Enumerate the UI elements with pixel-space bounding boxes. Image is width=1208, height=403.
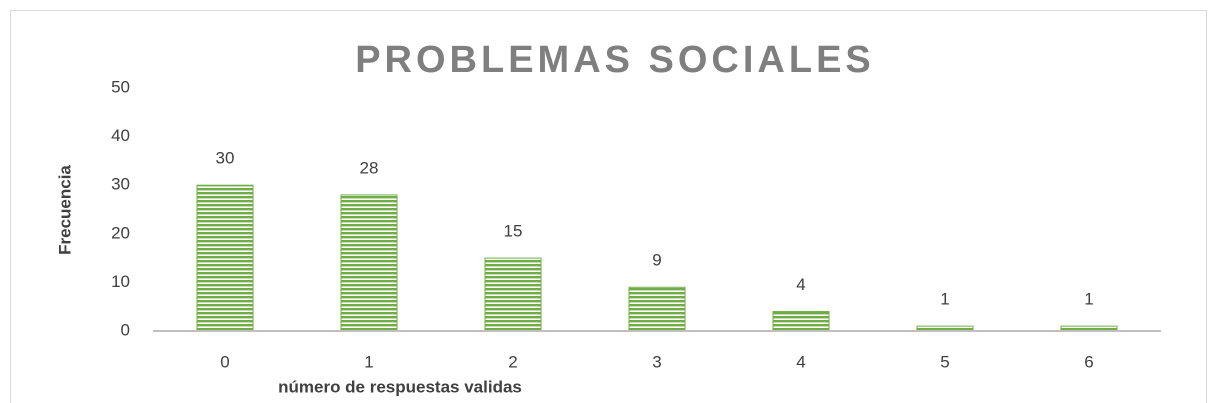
bar [340,194,398,332]
x-tick-label: 4 [796,352,805,371]
y-tick-label: 40 [111,126,130,145]
x-tick-label: 5 [940,352,949,371]
data-label: 9 [652,251,661,270]
data-label: 15 [504,222,523,241]
x-tick-label: 3 [652,352,661,371]
x-tick-label: 1 [364,352,373,371]
x-tick-label: 6 [1084,352,1093,371]
bar [196,184,254,332]
y-tick-label: 10 [111,272,130,291]
y-tick-label: 50 [111,77,130,96]
x-axis-title: número de respuestas validas [278,377,522,396]
y-axis-title: Frecuencia [55,165,74,255]
x-tick-label: 0 [220,352,229,371]
y-tick-label: 0 [121,320,130,339]
data-label: 4 [796,275,805,294]
bar [484,257,542,332]
bar [772,311,830,332]
data-label: 28 [360,158,379,177]
data-label: 30 [216,149,235,168]
chart-title: PROBLEMAS SOCIALES [355,39,875,81]
bar [628,286,686,332]
chart-border [10,10,1207,403]
y-tick-label: 20 [111,223,130,242]
y-tick-label: 30 [111,175,130,194]
data-label: 1 [940,290,949,309]
data-label: 1 [1084,290,1093,309]
x-tick-label: 2 [508,352,517,371]
